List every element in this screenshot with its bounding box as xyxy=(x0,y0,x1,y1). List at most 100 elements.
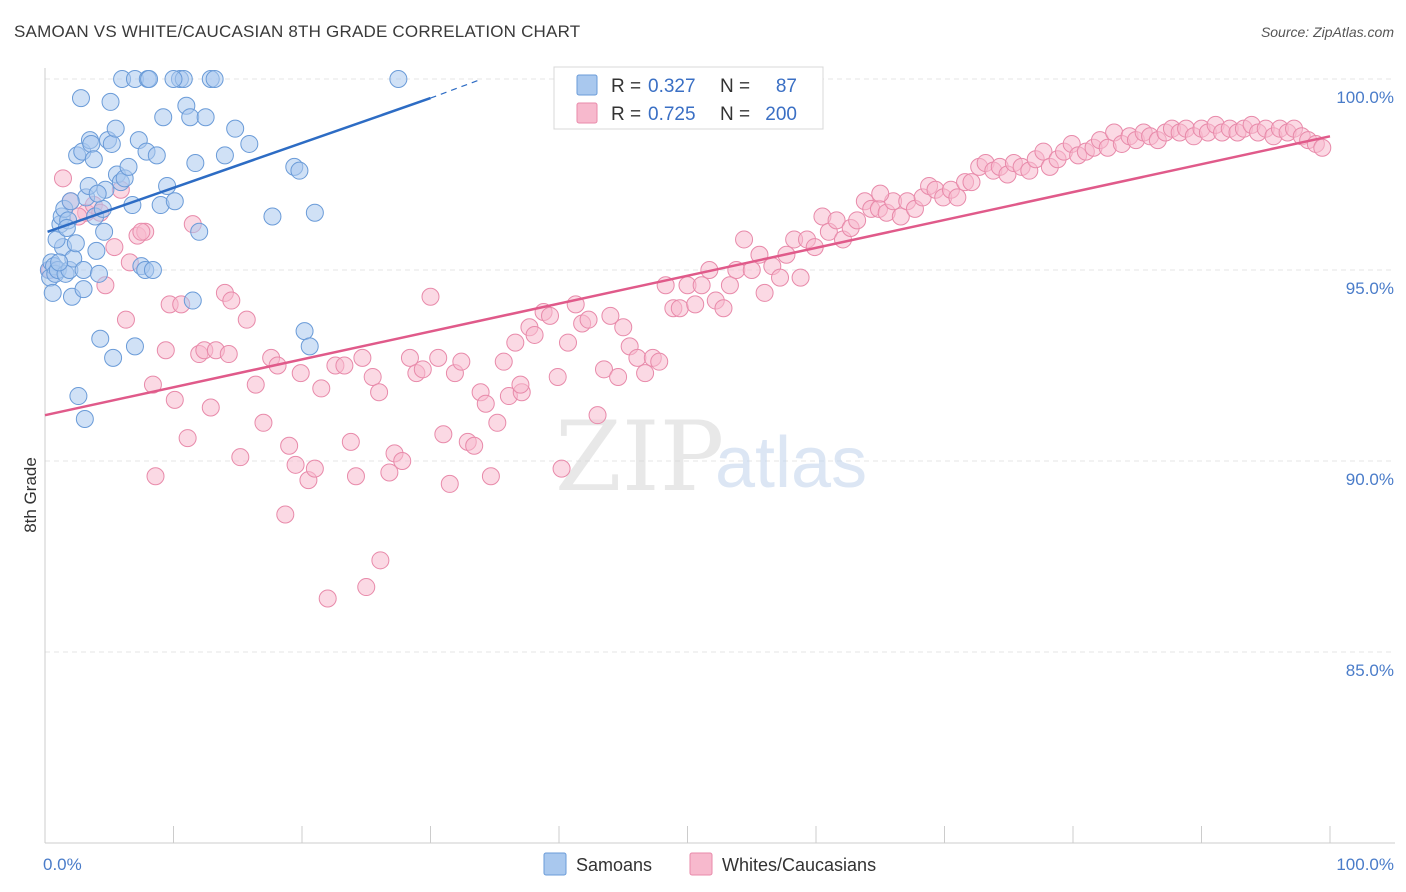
point-whites-43 xyxy=(335,356,354,375)
point-samoans-68 xyxy=(300,337,319,356)
point-samoans-20 xyxy=(74,261,93,279)
point-whites-73 xyxy=(525,325,544,344)
point-whites-39 xyxy=(305,459,324,478)
point-whites-59 xyxy=(440,474,459,493)
point-whites-48 xyxy=(363,367,382,386)
point-samoans-76 xyxy=(61,192,80,211)
point-samoans-69 xyxy=(305,203,324,222)
trendline-samoans xyxy=(47,96,431,233)
point-whites-26 xyxy=(219,345,238,364)
point-whites-86 xyxy=(614,318,633,337)
point-whites-37 xyxy=(291,364,310,383)
point-whites-96 xyxy=(686,295,705,314)
point-samoans-35 xyxy=(102,134,121,153)
point-samoans-25 xyxy=(84,150,103,169)
point-samoans-28 xyxy=(89,264,108,283)
axes xyxy=(44,68,1395,844)
point-samoans-31 xyxy=(95,222,114,241)
point-whites-56 xyxy=(421,287,440,306)
point-whites-7 xyxy=(105,238,124,257)
point-samoans-86 xyxy=(88,184,107,203)
point-whites-53 xyxy=(400,348,419,367)
point-whites-91 xyxy=(650,352,669,371)
point-whites-67 xyxy=(488,413,507,432)
chart-title: SAMOAN VS WHITE/CAUCASIAN 8TH GRADE CORR… xyxy=(14,22,581,41)
point-whites-9 xyxy=(116,310,135,329)
stats-legend: R = 0.327 N = 87 R = 0.725 N = 200 xyxy=(553,66,824,130)
point-whites-49 xyxy=(371,551,390,570)
point-whites-133 xyxy=(948,188,967,207)
x-tick-label-0: 0.0% xyxy=(43,855,82,874)
point-whites-97 xyxy=(692,276,711,295)
point-samoans-49 xyxy=(147,146,166,165)
point-whites-66 xyxy=(481,467,500,486)
point-whites-184 xyxy=(1313,138,1332,157)
y-tick-label-1: 90.0% xyxy=(1346,470,1394,489)
point-samoans-78 xyxy=(50,253,69,272)
point-samoans-64 xyxy=(263,207,282,226)
point-whites-31 xyxy=(254,413,273,432)
point-whites-119 xyxy=(848,211,867,230)
stats-legend-box xyxy=(553,66,824,130)
legend-swatch-samoans xyxy=(576,74,598,96)
point-samoans-41 xyxy=(119,157,138,176)
point-samoans-37 xyxy=(106,119,125,138)
point-samoans-66 xyxy=(290,161,309,180)
point-samoans-58 xyxy=(186,154,205,173)
y-axis-label: 8th Grade xyxy=(21,457,40,533)
watermark-zip: ZIP xyxy=(555,401,724,513)
point-whites-84 xyxy=(601,306,620,325)
point-samoans-51 xyxy=(154,108,173,127)
legend-n-label-1: N = xyxy=(720,76,750,97)
point-whites-50 xyxy=(380,463,399,482)
series-legend: Samoans Whites/Caucasians xyxy=(543,852,876,876)
point-samoans-29 xyxy=(91,329,110,348)
trend-lines xyxy=(44,78,1331,417)
point-whites-40 xyxy=(312,379,331,398)
legend-r-label-1: R = xyxy=(611,76,641,97)
point-whites-125 xyxy=(891,207,910,226)
point-whites-81 xyxy=(579,310,598,329)
y-tick-labels: 85.0% 90.0% 95.0% 100.0% xyxy=(1336,88,1394,680)
legend-r-value-1: 0.327 xyxy=(648,76,696,97)
point-whites-35 xyxy=(280,436,299,455)
point-samoans-18 xyxy=(71,89,90,108)
point-whites-116 xyxy=(827,211,846,230)
point-whites-88 xyxy=(628,348,647,367)
point-samoans-81 xyxy=(389,70,408,88)
legend-n-value-1: 87 xyxy=(776,76,797,97)
point-whites-13 xyxy=(143,375,162,394)
watermark: ZIP atlas xyxy=(555,401,867,513)
point-samoans-79 xyxy=(69,387,88,406)
legend-n-label-2: N = xyxy=(720,104,750,125)
legend-n-value-2: 200 xyxy=(765,104,797,125)
point-whites-188 xyxy=(511,375,530,394)
series-whites-caucasians xyxy=(41,115,1332,608)
point-samoans-80 xyxy=(75,409,94,428)
series-samoans xyxy=(39,70,408,428)
point-whites-111 xyxy=(791,268,810,287)
point-whites-135 xyxy=(962,173,981,192)
point-whites-36 xyxy=(286,455,305,474)
point-whites-44 xyxy=(341,432,360,451)
point-samoans-74 xyxy=(196,108,215,127)
point-samoans-77 xyxy=(74,280,93,299)
point-samoans-3 xyxy=(43,283,62,302)
point-whites-28 xyxy=(231,448,250,467)
point-samoans-67 xyxy=(295,322,314,341)
point-whites-45 xyxy=(346,467,365,486)
point-whites-106 xyxy=(755,283,774,302)
point-whites-57 xyxy=(429,348,448,367)
point-samoans-63 xyxy=(240,134,259,153)
watermark-atlas: atlas xyxy=(715,423,867,503)
point-whites-78 xyxy=(558,333,577,352)
point-whites-100 xyxy=(714,299,733,318)
grid-lines xyxy=(45,78,1395,653)
point-samoans-82 xyxy=(140,70,159,88)
point-samoans-27 xyxy=(87,241,106,260)
point-samoans-34 xyxy=(101,92,120,111)
point-samoans-59 xyxy=(190,222,209,241)
point-whites-47 xyxy=(357,578,376,597)
point-samoans-61 xyxy=(205,70,224,88)
